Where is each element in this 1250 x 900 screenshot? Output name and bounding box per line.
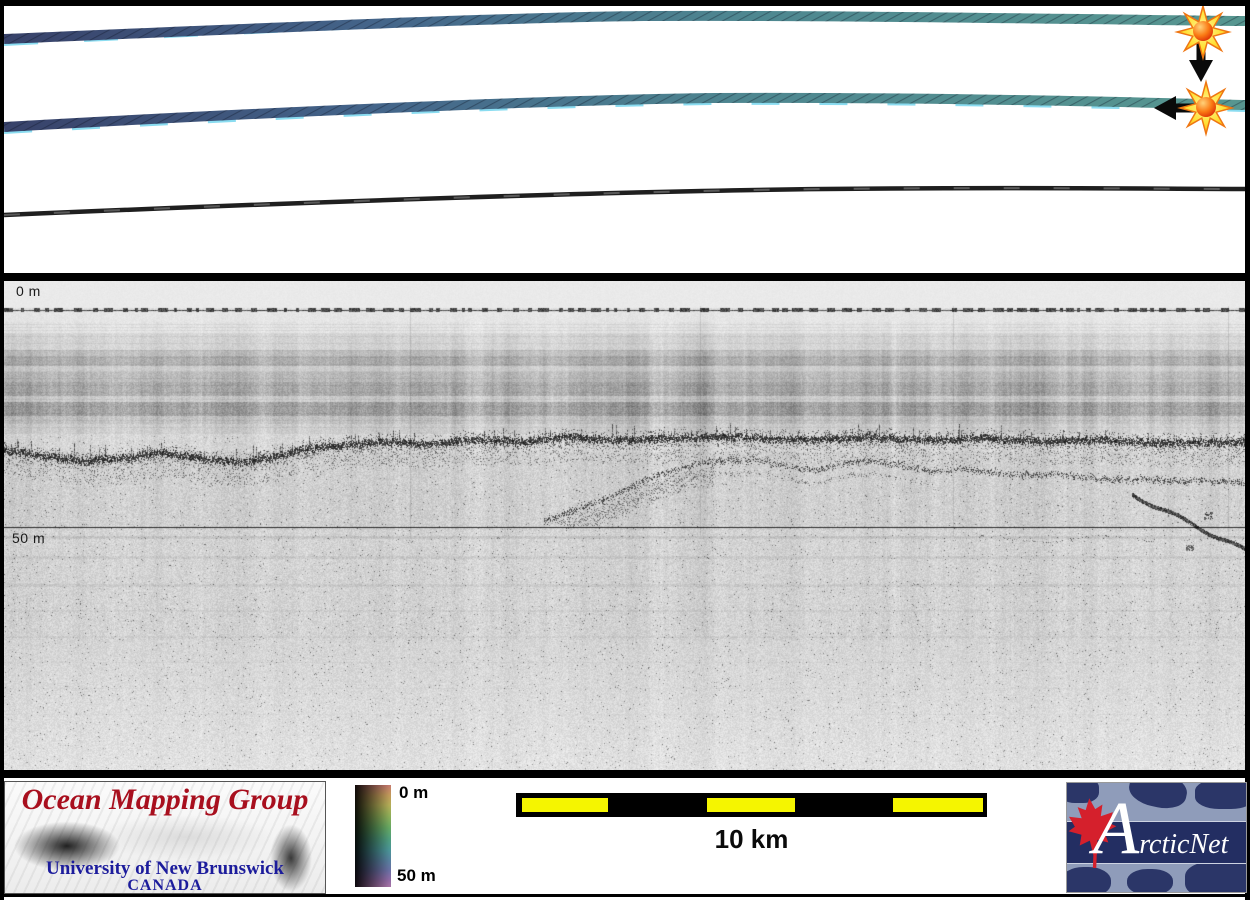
position-marker-1-starburst-icon <box>1174 6 1232 61</box>
echogram-panel: 0 m 50 m <box>4 281 1245 770</box>
bottom-strip <box>4 897 1245 900</box>
omg-title: Ocean Mapping Group <box>21 783 309 816</box>
arcticnet-logo: ArcticNet <box>1066 782 1247 893</box>
scalebar-label: 10 km <box>714 824 789 854</box>
position-marker-2-starburst-icon <box>1177 79 1235 137</box>
omg-logo: Ocean Mapping Group University of New Br… <box>4 781 326 894</box>
arcticnet-name: ArcticNet <box>1093 787 1229 870</box>
map-blob <box>1195 783 1246 809</box>
swath-strip-3 <box>4 185 1245 218</box>
map-blob <box>1067 867 1111 892</box>
scalebar-segment <box>893 798 983 812</box>
track-swaths-graphic <box>4 6 1245 218</box>
colorbar-top-label: 0 m <box>399 783 429 802</box>
swath-strip-1 <box>4 10 1245 46</box>
depth-label-0m: 0 m <box>16 283 41 299</box>
maple-leaf-icon <box>1068 798 1117 869</box>
swath-strip-2 <box>4 92 1245 134</box>
omg-university: University of New Brunswick <box>45 858 285 879</box>
map-blob <box>1127 869 1173 892</box>
scalebar-segment <box>522 798 608 812</box>
distance-scalebar <box>516 793 987 817</box>
track-panel <box>4 6 1245 273</box>
colorbar-bottom-label: 50 m <box>397 866 436 885</box>
scalebar-segment <box>707 798 795 812</box>
omg-country: CANADA <box>127 877 203 894</box>
depth-label-50m: 50 m <box>12 530 46 546</box>
echogram-canvas <box>4 281 1245 770</box>
footer: Ocean Mapping Group University of New Br… <box>4 778 1247 894</box>
map-blob <box>1185 861 1246 892</box>
depth-colorbar <box>355 785 391 887</box>
map-blob <box>1067 783 1099 803</box>
